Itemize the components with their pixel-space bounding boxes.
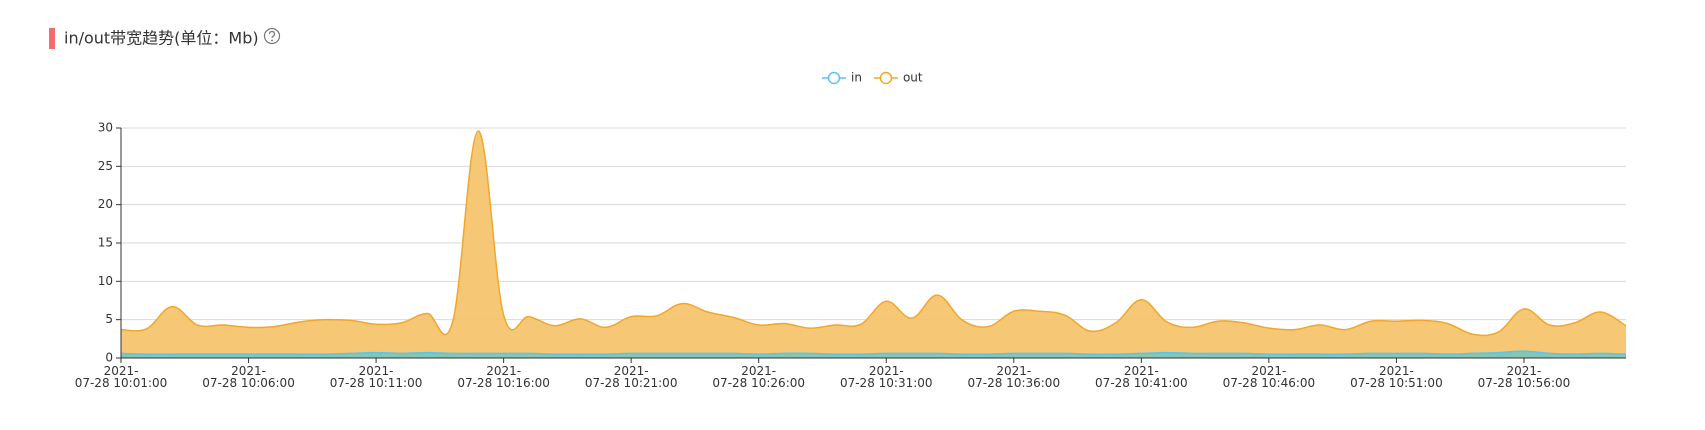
line <box>120 130 1627 337</box>
area <box>121 131 1626 358</box>
x-tick-label: 2021-07-28 10:36:00 <box>968 364 1061 390</box>
legend-marker <box>879 71 893 85</box>
y-tick-label: 15 <box>98 236 113 250</box>
y-tick-label: 10 <box>98 274 113 288</box>
x-tick-label: 2021-07-28 10:41:00 <box>1095 364 1188 390</box>
x-tick-label: 2021-07-28 10:26:00 <box>712 364 805 390</box>
legend-label: in <box>851 71 862 85</box>
area <box>121 351 1626 358</box>
y-tick-label: 30 <box>98 121 113 135</box>
y-tick-label: 0 <box>105 351 113 365</box>
x-tick-label: 2021-07-28 10:16:00 <box>457 364 550 390</box>
help-icon[interactable] <box>263 27 281 45</box>
y-tick-label: 5 <box>105 312 113 326</box>
y-tick-label: 25 <box>98 159 113 173</box>
x-tick-label: 2021-07-28 10:11:00 <box>330 364 423 390</box>
x-tick-label: 2021-07-28 10:06:00 <box>202 364 295 390</box>
x-tick-label: 2021-07-28 10:21:00 <box>585 364 678 390</box>
legend: in out <box>822 71 923 85</box>
x-tick-label: 2021-07-28 10:46:00 <box>1223 364 1316 390</box>
x-tick-label: 2021-07-28 10:31:00 <box>840 364 933 390</box>
title-marker <box>49 28 55 49</box>
x-tick-label: 2021-07-28 10:51:00 <box>1350 364 1443 390</box>
line <box>120 350 1627 356</box>
x-tick-label: 2021-07-28 10:56:00 <box>1478 364 1571 390</box>
chart-title: in/out带宽趋势(单位：Mb) <box>64 29 259 48</box>
legend-marker <box>827 71 841 85</box>
x-tick-label: 2021-07-28 10:01:00 <box>75 364 168 390</box>
y-tick-label: 20 <box>98 197 113 211</box>
legend-label: out <box>903 71 923 85</box>
